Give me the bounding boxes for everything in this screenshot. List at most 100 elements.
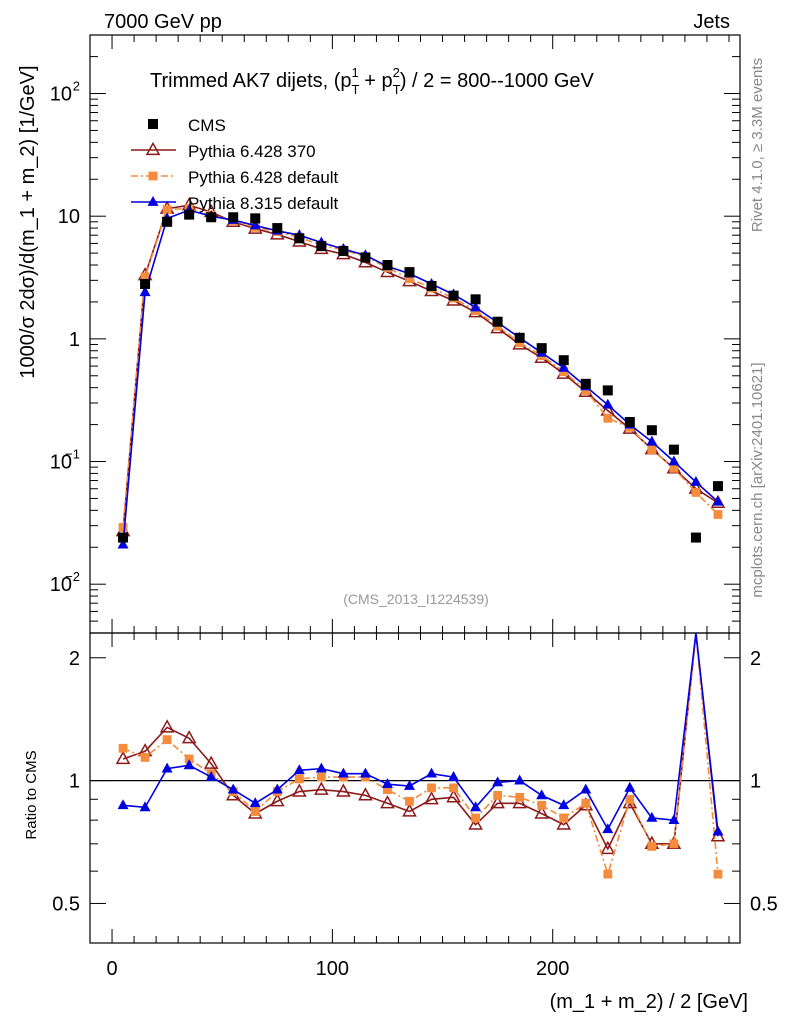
y-tick-label: 10	[58, 206, 80, 228]
ratio-point	[449, 783, 458, 793]
ratio-point	[446, 789, 461, 803]
data-point	[646, 435, 658, 446]
legend-marker	[148, 171, 158, 181]
data-point	[536, 343, 547, 354]
series-cms	[118, 209, 723, 543]
data-point	[184, 209, 195, 220]
beam-label: 7000 GeV pp	[104, 11, 222, 33]
data-point	[405, 274, 414, 283]
ratio-point	[427, 783, 436, 793]
data-point	[647, 445, 657, 455]
data-point	[139, 286, 151, 297]
ratio-point	[712, 825, 724, 836]
series-line	[122, 207, 719, 528]
ratio-point	[403, 779, 415, 790]
main-series	[115, 197, 726, 549]
ratio-point	[118, 743, 128, 753]
ratio-tick-label: 2	[69, 648, 80, 670]
ratio-point	[249, 797, 261, 808]
mcplots-label: mcplots.cern.ch [arXiv:2401.10621]	[749, 362, 766, 597]
data-point	[603, 413, 613, 423]
ratio-point	[492, 776, 504, 787]
rivet-version-label: Rivet 4.1.0, ≥ 3.3M events	[749, 58, 766, 232]
legend-entry: CMS	[148, 116, 226, 135]
ratio-tick-label-right: 0.5	[750, 893, 778, 915]
data-point	[140, 272, 150, 282]
ratio-point	[559, 813, 569, 823]
x-tick-label: 0	[106, 958, 117, 980]
ratio-tick-label: 1	[69, 771, 80, 793]
y-tick-label: 10	[50, 452, 72, 474]
data-point	[492, 316, 503, 327]
data-point	[624, 416, 635, 427]
ratio-point	[161, 762, 173, 773]
chart-title: Trimmed AK7 dijets, (pT1 + pT2) / 2 = 80…	[150, 65, 595, 97]
data-point	[404, 267, 415, 278]
ratio-point	[534, 805, 550, 819]
data-point	[470, 294, 481, 305]
ratio-point	[668, 814, 680, 825]
ratio-line	[122, 633, 719, 877]
data-point	[162, 205, 172, 215]
ratio-point	[117, 799, 129, 810]
y-tick-label: 1	[69, 329, 80, 351]
x-axis-title: (m_1 + m_2) / 2 [GeV]	[550, 991, 748, 1013]
process-label: Jets	[693, 11, 730, 33]
data-point	[713, 510, 723, 519]
ratio-point	[159, 719, 175, 733]
y-tick-label-exponent: −2	[65, 569, 80, 584]
ratio-point	[424, 791, 439, 805]
y-tick-label: 10	[50, 84, 72, 106]
ratio-line	[122, 633, 719, 851]
ratio-point	[515, 792, 525, 802]
ratio-point	[669, 839, 679, 849]
ratio-point	[537, 800, 547, 810]
data-point	[162, 216, 173, 227]
ratio-point	[162, 735, 172, 745]
ratio-point	[358, 787, 373, 801]
ratio-point	[471, 813, 480, 823]
y-tick-label-exponent: 2	[73, 79, 80, 94]
ratio-point	[536, 789, 548, 800]
x-tick-label: 200	[536, 958, 569, 980]
x-tick-label: 100	[316, 958, 349, 980]
ratio-point	[468, 816, 483, 830]
data-point	[272, 223, 283, 234]
data-point	[514, 332, 525, 343]
ratio-point	[115, 750, 131, 765]
data-point	[382, 260, 393, 271]
legend-label: CMS	[188, 116, 226, 135]
data-point	[228, 212, 239, 223]
data-point	[294, 233, 305, 244]
ratio-tick-label: 0.5	[52, 893, 80, 915]
data-point	[668, 444, 679, 455]
data-point	[581, 386, 591, 395]
ratio-point	[646, 811, 658, 822]
ratio-point	[580, 783, 592, 794]
ratio-point	[316, 772, 326, 782]
legend-entry: Pythia 6.428 370	[131, 141, 316, 161]
ratio-point	[602, 823, 614, 834]
ratio-point	[337, 767, 349, 778]
ratio-tick-label-right: 1	[750, 771, 761, 793]
ratio-point	[624, 781, 636, 792]
y-tick-label: 10	[50, 574, 72, 596]
data-point	[117, 538, 129, 549]
data-point	[602, 398, 614, 409]
ratio-axis-title: Ratio to CMS	[23, 750, 40, 839]
ratio-point	[293, 764, 305, 775]
ratio-point	[713, 869, 723, 879]
ratio-line	[122, 633, 719, 832]
ratio-point	[271, 783, 283, 794]
ratio-point	[600, 840, 616, 855]
data-point	[690, 532, 701, 543]
ratio-point	[227, 783, 239, 794]
legend-marker	[145, 141, 161, 156]
ratio-point	[470, 801, 482, 812]
legend-marker	[147, 195, 159, 206]
data-point	[691, 488, 701, 497]
data-point	[712, 495, 724, 506]
series-pythia-6-428-default	[118, 203, 723, 532]
